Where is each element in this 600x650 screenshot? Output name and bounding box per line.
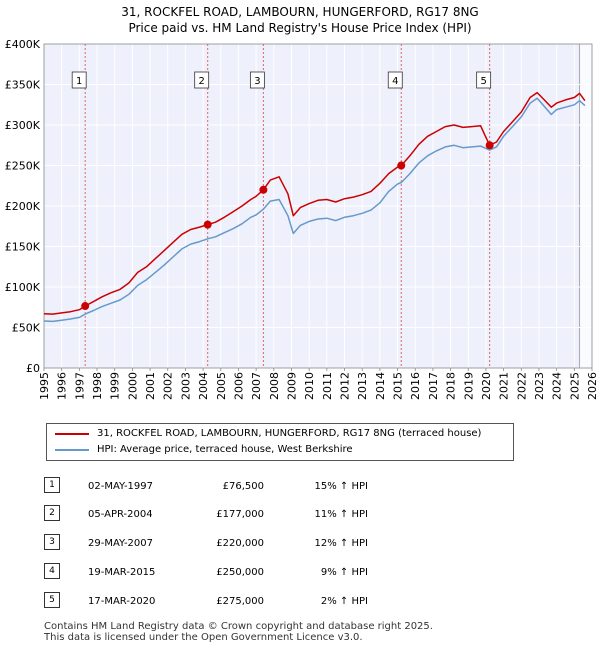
x-tick-label: 2007	[250, 372, 263, 400]
x-tick-label: 1998	[91, 372, 104, 400]
legend-label-property: 31, ROCKFEL ROAD, LAMBOURN, HUNGERFORD, …	[97, 428, 482, 439]
footer: Contains HM Land Registry data © Crown c…	[44, 621, 433, 643]
sale-date: 05-APR-2004	[88, 509, 153, 520]
sale-marker-label: 4	[392, 76, 398, 87]
sale-hpi-diff: 12% ↑ HPI	[314, 538, 368, 549]
x-tick-label: 2018	[445, 372, 458, 400]
footer-copyright: Contains HM Land Registry data © Crown c…	[44, 621, 433, 632]
sale-badge: 2	[44, 505, 60, 521]
x-tick-label: 2001	[144, 372, 157, 400]
table-row: 4 19-MAR-2015 £250,000 9% ↑ HPI	[0, 563, 600, 581]
x-tick-label: 2021	[498, 372, 511, 400]
x-tick-label: 2016	[409, 372, 422, 400]
sale-marker-label: 2	[199, 76, 205, 87]
x-tick-label: 2011	[321, 372, 334, 400]
sale-point	[81, 302, 90, 311]
x-tick-label: 2009	[285, 372, 298, 400]
x-tick-label: 2023	[533, 372, 546, 400]
x-tick-label: 1999	[109, 372, 122, 400]
y-tick-label: £0	[26, 362, 40, 375]
sale-price: £76,500	[222, 481, 264, 492]
sale-date: 02-MAY-1997	[88, 481, 154, 492]
sale-price: £220,000	[216, 538, 264, 549]
x-tick-label: 2026	[586, 372, 599, 400]
legend-swatch-hpi	[55, 449, 89, 451]
sale-marker-box	[71, 71, 87, 89]
sale-marker-box	[387, 71, 403, 89]
chart-subtitle: Price paid vs. HM Land Registry's House …	[128, 21, 472, 35]
x-tick-label: 2005	[215, 372, 228, 400]
sale-point	[259, 185, 268, 194]
sale-hpi-diff: 15% ↑ HPI	[314, 481, 368, 492]
x-tick-label: 2012	[339, 372, 352, 400]
sale-marker-label: 1	[76, 76, 82, 87]
x-tick-label: 2019	[462, 372, 475, 400]
sale-hpi-diff: 11% ↑ HPI	[314, 509, 368, 520]
y-tick-label: £100K	[5, 281, 41, 294]
sale-badge: 1	[44, 477, 60, 493]
sale-marker-box	[476, 71, 492, 89]
legend: 31, ROCKFEL ROAD, LAMBOURN, HUNGERFORD, …	[46, 423, 514, 461]
x-tick-label: 2014	[374, 372, 387, 400]
legend-swatch-property	[55, 433, 89, 435]
x-tick-label: 1996	[56, 372, 69, 400]
y-tick-label: £400K	[5, 38, 41, 51]
x-tick-label: 2022	[515, 372, 528, 400]
table-row: 3 29-MAY-2007 £220,000 12% ↑ HPI	[0, 534, 600, 552]
sale-marker-label: 3	[254, 76, 260, 87]
y-tick-label: £300K	[5, 119, 41, 132]
chart-title: 31, ROCKFEL ROAD, LAMBOURN, HUNGERFORD, …	[121, 5, 479, 19]
x-tick-label: 2003	[179, 372, 192, 400]
x-tick-label: 2010	[303, 372, 316, 400]
sale-hpi-diff: 9% ↑ HPI	[320, 567, 368, 578]
sale-badge: 5	[44, 592, 60, 608]
x-tick-label: 2008	[268, 372, 281, 400]
sale-badge: 3	[44, 534, 60, 550]
x-tick-label: 2013	[356, 372, 369, 400]
sale-date: 17-MAR-2020	[88, 596, 156, 607]
sale-marker-label: 5	[480, 76, 486, 87]
x-tick-label: 2025	[568, 372, 581, 400]
sale-hpi-diff: 2% ↑ HPI	[320, 596, 368, 607]
hpi-line	[43, 97, 586, 323]
table-row: 2 05-APR-2004 £177,000 11% ↑ HPI	[0, 505, 600, 523]
sale-price: £250,000	[216, 567, 264, 578]
x-tick-label: 1995	[38, 372, 51, 400]
x-tick-label: 2020	[480, 372, 493, 400]
y-tick-label: £350K	[5, 79, 41, 92]
sale-marker-box	[249, 71, 265, 89]
sale-date: 19-MAR-2015	[88, 567, 156, 578]
sale-point	[397, 161, 406, 170]
table-row: 5 17-MAR-2020 £275,000 2% ↑ HPI	[0, 592, 600, 610]
y-tick-label: £50K	[12, 322, 41, 335]
x-tick-label: 1997	[73, 372, 86, 400]
legend-label-hpi: HPI: Average price, terraced house, West…	[97, 444, 353, 455]
sale-point	[203, 220, 212, 229]
sale-marker-box	[194, 71, 210, 89]
x-tick-label: 2004	[197, 372, 210, 400]
x-tick-label: 2000	[126, 372, 139, 400]
sale-price: £177,000	[216, 509, 264, 520]
x-tick-label: 2002	[162, 372, 175, 400]
x-tick-label: 2017	[427, 372, 440, 400]
x-tick-label: 2015	[392, 372, 405, 400]
y-tick-label: £250K	[5, 160, 41, 173]
x-tick-label: 2024	[551, 372, 564, 400]
sale-date: 29-MAY-2007	[88, 538, 154, 549]
plot-frame	[43, 43, 593, 369]
property-price-line	[43, 91, 586, 315]
sale-badge: 4	[44, 563, 60, 579]
sale-point	[485, 141, 494, 150]
y-tick-label: £200K	[5, 200, 41, 213]
price-chart: £0 £50K £100K £150K £200K £250K £300K £350K £400…	[5, 38, 599, 400]
y-tick-label: £150K	[5, 241, 41, 254]
footer-licence: This data is licensed under the Open Gov…	[44, 632, 363, 643]
sale-price: £275,000	[216, 596, 264, 607]
table-row: 1 02-MAY-1997 £76,500 15% ↑ HPI	[0, 477, 600, 495]
x-tick-label: 2006	[232, 372, 245, 400]
